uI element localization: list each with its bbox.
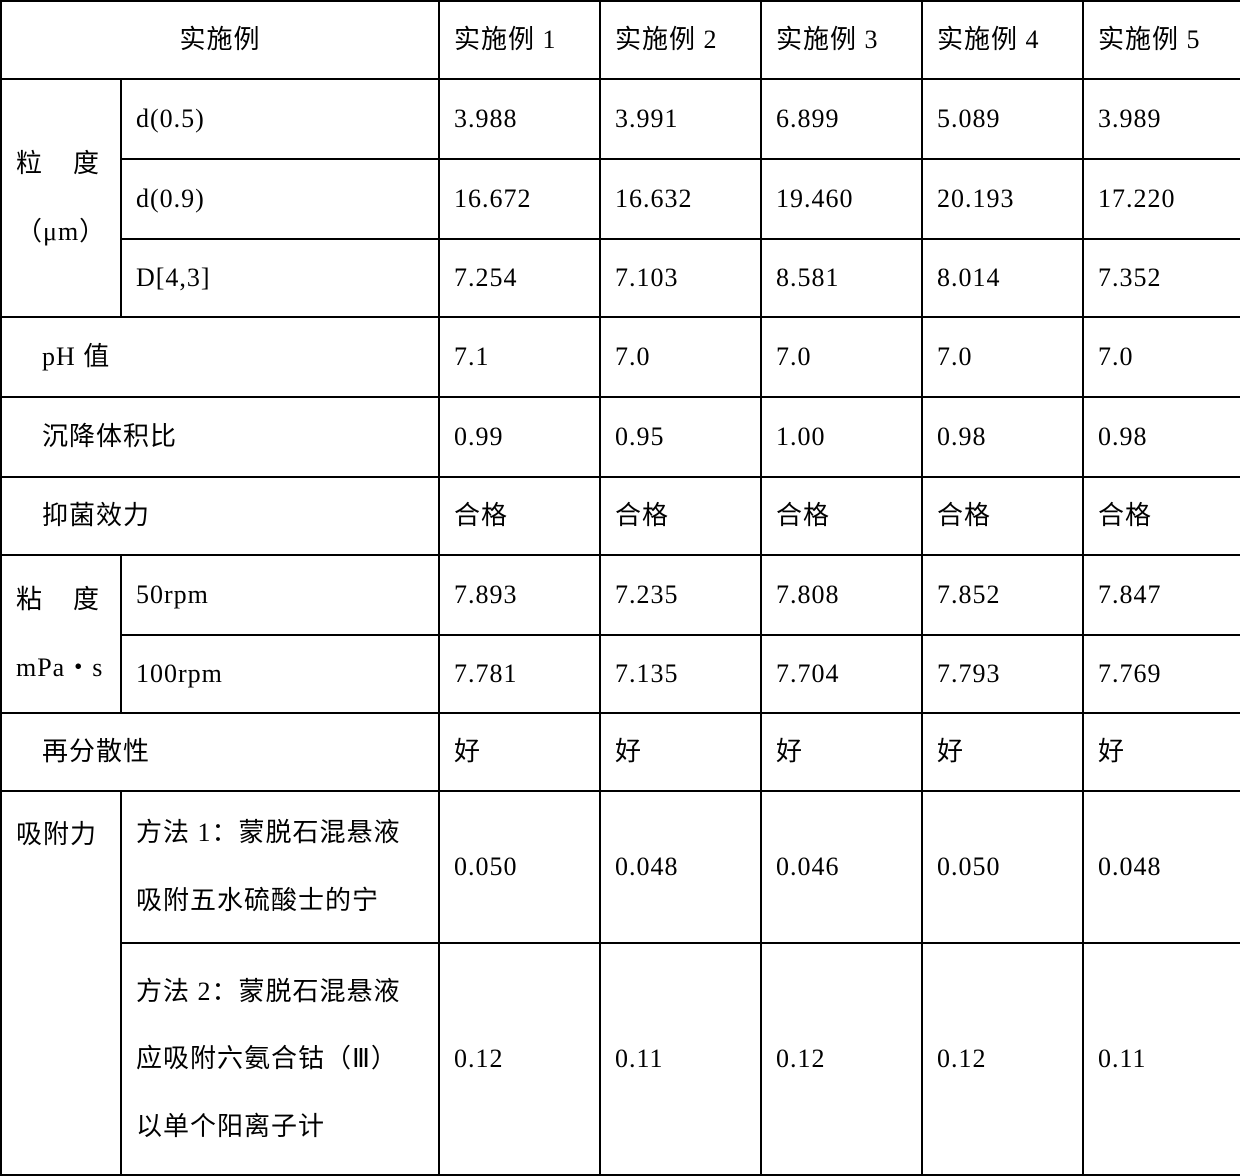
- cell: 合格: [600, 477, 761, 555]
- row-label: 方法 2：蒙脱石混悬液应吸附六氨合钴（Ⅲ）以单个阳离子计: [121, 943, 439, 1175]
- cell: 0.11: [1083, 943, 1240, 1175]
- table-container: 实施例 实施例 1 实施例 2 实施例 3 实施例 4 实施例 5 粒 度 （μ…: [0, 0, 1240, 1176]
- cell: 7.103: [600, 239, 761, 317]
- cell: 0.12: [439, 943, 600, 1175]
- cell: 合格: [439, 477, 600, 555]
- cell: 7.1: [439, 317, 600, 397]
- cell: 0.99: [439, 397, 600, 477]
- cell: 合格: [922, 477, 1083, 555]
- cell: 7.0: [1083, 317, 1240, 397]
- row-label: D[4,3]: [121, 239, 439, 317]
- row-label: d(0.5): [121, 79, 439, 159]
- cell: 0.12: [761, 943, 922, 1175]
- cell: 7.781: [439, 635, 600, 713]
- table-row: pH 值 7.1 7.0 7.0 7.0 7.0: [1, 317, 1240, 397]
- cell: 5.089: [922, 79, 1083, 159]
- col-header: 实施例 2: [600, 1, 761, 79]
- cell: 7.808: [761, 555, 922, 635]
- row-label: 100rpm: [121, 635, 439, 713]
- cell: 0.12: [922, 943, 1083, 1175]
- table-row: 粘 度 mPa・s 50rpm 7.893 7.235 7.808 7.852 …: [1, 555, 1240, 635]
- cell: 7.352: [1083, 239, 1240, 317]
- cell: 0.048: [600, 791, 761, 943]
- cell: 7.852: [922, 555, 1083, 635]
- header-label: 实施例: [1, 1, 439, 79]
- row-label: d(0.9): [121, 159, 439, 239]
- cell: 好: [922, 713, 1083, 791]
- cell: 7.135: [600, 635, 761, 713]
- cell: 16.632: [600, 159, 761, 239]
- cell: 0.98: [922, 397, 1083, 477]
- cell: 0.050: [439, 791, 600, 943]
- cell: 1.00: [761, 397, 922, 477]
- row-label: 抑菌效力: [1, 477, 439, 555]
- cell: 17.220: [1083, 159, 1240, 239]
- cell: 好: [600, 713, 761, 791]
- col-header: 实施例 1: [439, 1, 600, 79]
- group-label-line2: mPa・s: [16, 653, 103, 682]
- table-row: d(0.9) 16.672 16.632 19.460 20.193 17.22…: [1, 159, 1240, 239]
- cell: 20.193: [922, 159, 1083, 239]
- row-label: pH 值: [1, 317, 439, 397]
- cell: 好: [761, 713, 922, 791]
- cell: 3.991: [600, 79, 761, 159]
- table-row: 沉降体积比 0.99 0.95 1.00 0.98 0.98: [1, 397, 1240, 477]
- cell: 7.769: [1083, 635, 1240, 713]
- cell: 0.046: [761, 791, 922, 943]
- table-row: 粒 度 （μm） d(0.5) 3.988 3.991 6.899 5.089 …: [1, 79, 1240, 159]
- table-row: 再分散性 好 好 好 好 好: [1, 713, 1240, 791]
- cell: 7.0: [761, 317, 922, 397]
- cell: 7.793: [922, 635, 1083, 713]
- table-row: 方法 2：蒙脱石混悬液应吸附六氨合钴（Ⅲ）以单个阳离子计 0.12 0.11 0…: [1, 943, 1240, 1175]
- row-label: 再分散性: [1, 713, 439, 791]
- group-label-adsorption: 吸附力: [1, 791, 121, 1175]
- table-row: 吸附力 方法 1：蒙脱石混悬液吸附五水硫酸士的宁 0.050 0.048 0.0…: [1, 791, 1240, 943]
- cell: 0.95: [600, 397, 761, 477]
- cell: 7.847: [1083, 555, 1240, 635]
- data-table: 实施例 实施例 1 实施例 2 实施例 3 实施例 4 实施例 5 粒 度 （μ…: [0, 0, 1240, 1176]
- cell: 7.0: [922, 317, 1083, 397]
- cell: 3.989: [1083, 79, 1240, 159]
- group-label-line1: 粒 度: [16, 149, 100, 178]
- table-row: 抑菌效力 合格 合格 合格 合格 合格: [1, 477, 1240, 555]
- group-label-viscosity: 粘 度 mPa・s: [1, 555, 121, 713]
- row-label: 50rpm: [121, 555, 439, 635]
- group-label-line2: （μm）: [16, 217, 106, 246]
- cell: 7.0: [600, 317, 761, 397]
- cell: 0.050: [922, 791, 1083, 943]
- col-header: 实施例 3: [761, 1, 922, 79]
- table-row: 实施例 实施例 1 实施例 2 实施例 3 实施例 4 实施例 5: [1, 1, 1240, 79]
- cell: 好: [439, 713, 600, 791]
- cell: 7.893: [439, 555, 600, 635]
- cell: 7.704: [761, 635, 922, 713]
- cell: 8.581: [761, 239, 922, 317]
- cell: 合格: [1083, 477, 1240, 555]
- cell: 7.254: [439, 239, 600, 317]
- col-header: 实施例 4: [922, 1, 1083, 79]
- cell: 好: [1083, 713, 1240, 791]
- group-label-line1: 粘 度: [16, 585, 100, 614]
- row-label: 方法 1：蒙脱石混悬液吸附五水硫酸士的宁: [121, 791, 439, 943]
- group-label-particle: 粒 度 （μm）: [1, 79, 121, 317]
- cell: 8.014: [922, 239, 1083, 317]
- col-header: 实施例 5: [1083, 1, 1240, 79]
- cell: 6.899: [761, 79, 922, 159]
- cell: 0.048: [1083, 791, 1240, 943]
- table-row: D[4,3] 7.254 7.103 8.581 8.014 7.352: [1, 239, 1240, 317]
- cell: 16.672: [439, 159, 600, 239]
- cell: 0.11: [600, 943, 761, 1175]
- cell: 0.98: [1083, 397, 1240, 477]
- cell: 3.988: [439, 79, 600, 159]
- table-row: 100rpm 7.781 7.135 7.704 7.793 7.769: [1, 635, 1240, 713]
- cell: 7.235: [600, 555, 761, 635]
- cell: 19.460: [761, 159, 922, 239]
- cell: 合格: [761, 477, 922, 555]
- row-label: 沉降体积比: [1, 397, 439, 477]
